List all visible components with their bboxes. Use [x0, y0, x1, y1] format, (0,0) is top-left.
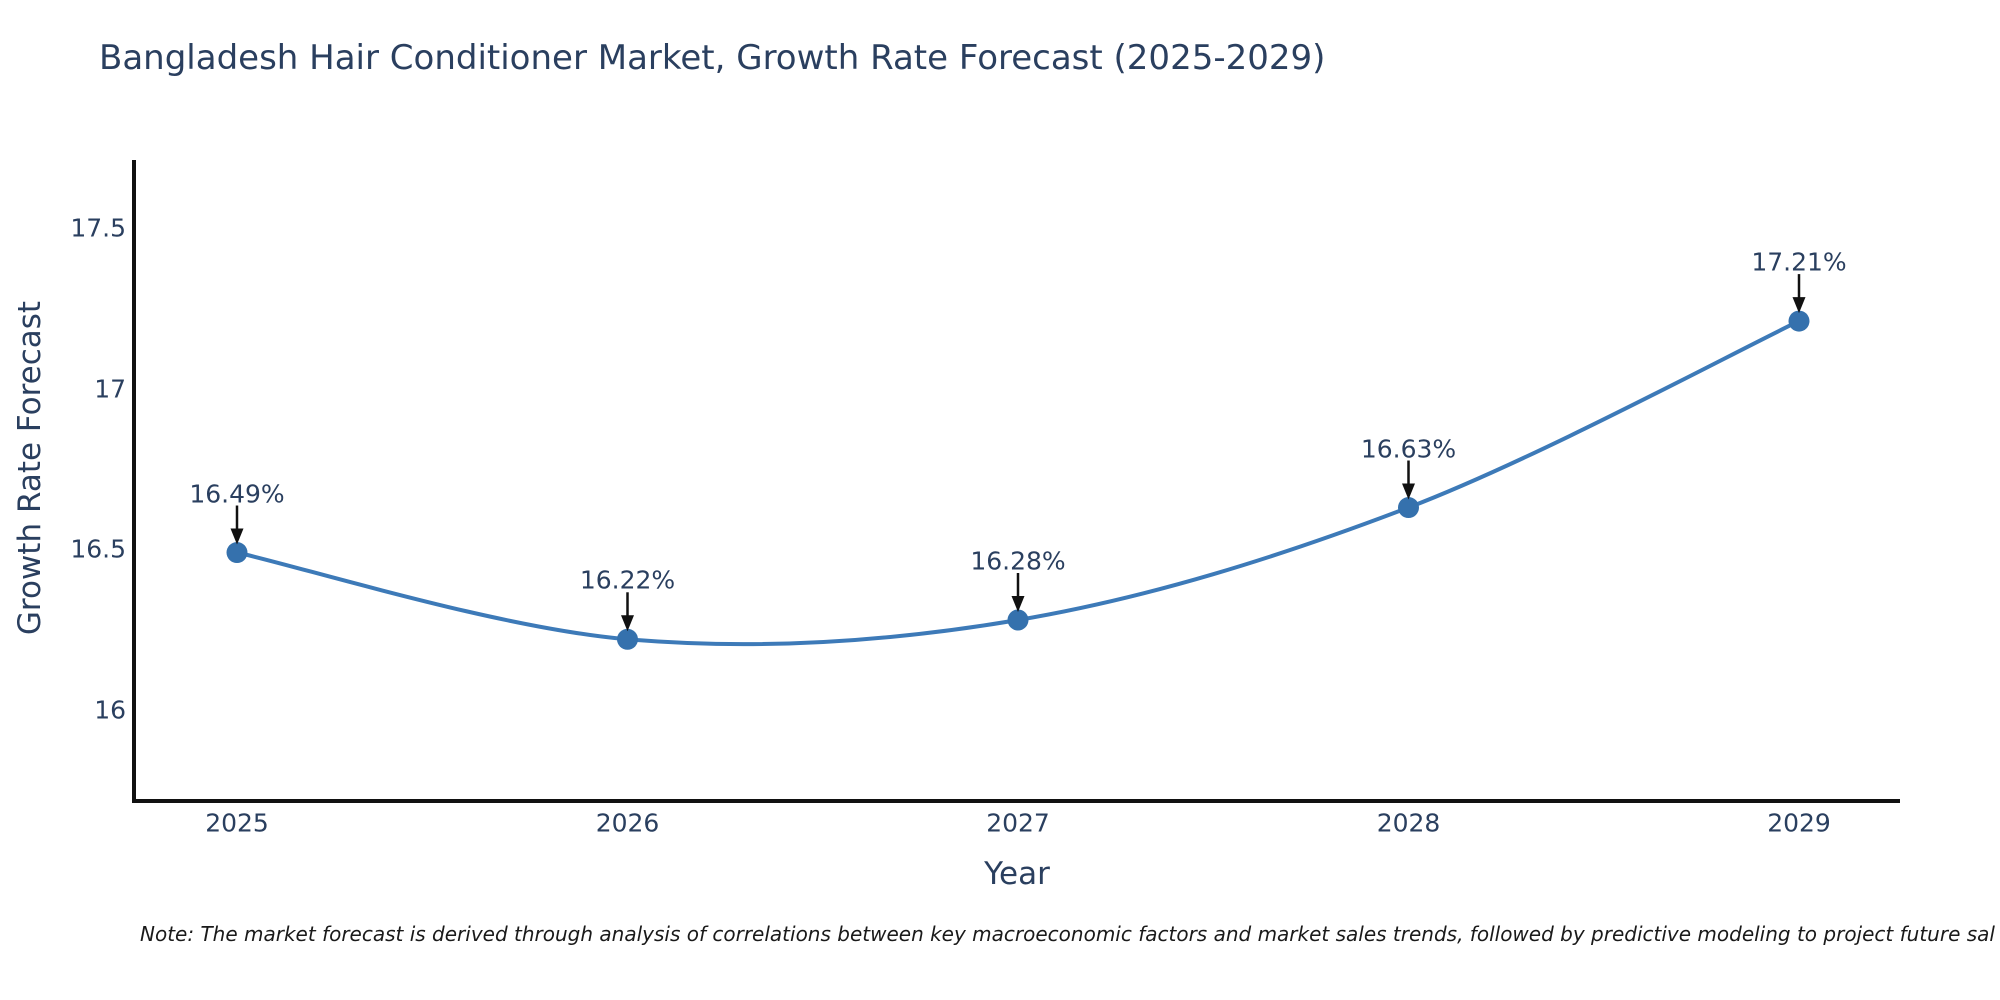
annotation-arrow-head: [230, 528, 244, 545]
annotation-arrow-head: [1011, 596, 1025, 613]
x-tick-label: 2028: [1376, 808, 1441, 838]
annotation-arrow-head: [1402, 483, 1415, 500]
chart-title: Bangladesh Hair Conditioner Market, Grow…: [99, 38, 1326, 78]
y-tick-label: 16: [94, 695, 126, 725]
data-point-marker: [1007, 609, 1029, 631]
x-tick-label: 2027: [986, 808, 1050, 838]
y-axis-title: Growth Rate Forecast: [12, 300, 48, 636]
x-tick-label: 2026: [595, 808, 660, 838]
y-tick-label: 16.5: [70, 534, 126, 564]
data-point-marker: [1788, 310, 1810, 332]
data-point-marker: [226, 542, 248, 564]
data-point-marker: [617, 628, 638, 650]
y-tick-label: 17: [94, 374, 126, 404]
point-value-label: 16.22%: [579, 565, 676, 595]
point-value-label: 17.21%: [1751, 247, 1847, 277]
annotation-arrow-head: [1792, 297, 1806, 314]
x-axis-title: Year: [984, 856, 1050, 892]
y-tick-label: 17.5: [70, 213, 126, 243]
x-tick-label: 2029: [1767, 808, 1831, 838]
x-tick-label: 2025: [205, 808, 269, 838]
footnote: Note: The market forecast is derived thr…: [140, 922, 1995, 946]
point-value-label: 16.63%: [1360, 434, 1457, 464]
point-value-label: 16.28%: [970, 546, 1066, 576]
point-value-label: 16.49%: [189, 479, 285, 508]
annotation-arrow-head: [621, 615, 634, 632]
data-point-marker: [1398, 497, 1419, 519]
axis-spines: [132, 160, 1900, 803]
